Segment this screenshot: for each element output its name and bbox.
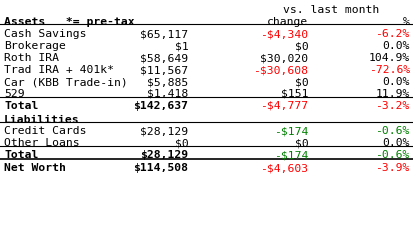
Text: 0.0%: 0.0%	[382, 41, 409, 51]
Text: 529: 529	[4, 89, 25, 99]
Text: $5,885: $5,885	[147, 77, 188, 87]
Text: Total: Total	[4, 149, 38, 159]
Text: 0.0%: 0.0%	[382, 138, 409, 147]
Text: Cash Savings: Cash Savings	[4, 29, 86, 39]
Text: Roth IRA: Roth IRA	[4, 53, 59, 63]
Text: Net Worth: Net Worth	[4, 163, 66, 172]
Text: Car (KBB Trade-in): Car (KBB Trade-in)	[4, 77, 128, 87]
Text: change: change	[266, 17, 308, 27]
Text: -$30,608: -$30,608	[253, 65, 308, 75]
Text: Assets   *= pre-tax: Assets *= pre-tax	[4, 17, 135, 27]
Text: $0: $0	[294, 77, 308, 87]
Text: $11,567: $11,567	[140, 65, 188, 75]
Text: $28,129: $28,129	[140, 149, 188, 159]
Text: $0: $0	[294, 138, 308, 147]
Text: $1: $1	[174, 41, 188, 51]
Text: 104.9%: 104.9%	[368, 53, 409, 63]
Text: Credit Cards: Credit Cards	[4, 126, 86, 136]
Text: -$4,340: -$4,340	[260, 29, 308, 39]
Text: $1,418: $1,418	[147, 89, 188, 99]
Text: $0: $0	[174, 138, 188, 147]
Text: Total: Total	[4, 101, 38, 110]
Text: $142,637: $142,637	[133, 101, 188, 110]
Text: vs. last month: vs. last month	[282, 5, 378, 15]
Text: Trad IRA + 401k*: Trad IRA + 401k*	[4, 65, 114, 75]
Text: $58,649: $58,649	[140, 53, 188, 63]
Text: 0.0%: 0.0%	[382, 77, 409, 87]
Text: -3.9%: -3.9%	[375, 163, 409, 172]
Text: $30,020: $30,020	[260, 53, 308, 63]
Text: -$174: -$174	[273, 126, 308, 136]
Text: -3.2%: -3.2%	[375, 101, 409, 110]
Text: $114,508: $114,508	[133, 163, 188, 172]
Text: -0.6%: -0.6%	[375, 126, 409, 136]
Text: $0: $0	[294, 41, 308, 51]
Text: -$4,603: -$4,603	[260, 163, 308, 172]
Text: Liabilities: Liabilities	[4, 115, 80, 124]
Text: Brokerage: Brokerage	[4, 41, 66, 51]
Text: -0.6%: -0.6%	[375, 149, 409, 159]
Text: $28,129: $28,129	[140, 126, 188, 136]
Text: -6.2%: -6.2%	[375, 29, 409, 39]
Text: -72.6%: -72.6%	[368, 65, 409, 75]
Text: $151: $151	[280, 89, 308, 99]
Text: %: %	[402, 17, 409, 27]
Text: -$4,777: -$4,777	[260, 101, 308, 110]
Text: 11.9%: 11.9%	[375, 89, 409, 99]
Text: -$174: -$174	[273, 149, 308, 159]
Text: Other Loans: Other Loans	[4, 138, 80, 147]
Text: $65,117: $65,117	[140, 29, 188, 39]
